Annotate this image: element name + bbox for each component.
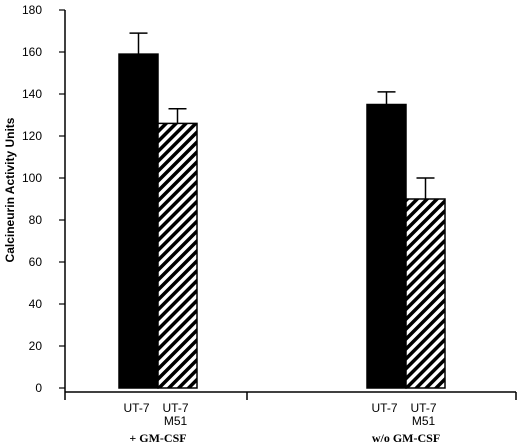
bar	[157, 122, 198, 389]
y-tick-label: 20	[29, 339, 43, 353]
bar	[366, 103, 407, 389]
bar-category-label: M51	[412, 414, 436, 428]
bar-category-label: M51	[164, 414, 188, 428]
bar-category-label: UT-7	[410, 401, 436, 415]
y-tick-label: 120	[22, 129, 42, 143]
bar-category-label: UT-7	[123, 401, 149, 415]
y-tick-label: 180	[22, 3, 42, 17]
y-tick-label: 160	[22, 45, 42, 59]
group-label: + GM-CSF	[129, 431, 186, 445]
y-tick-label: 40	[29, 297, 43, 311]
bar	[118, 53, 159, 389]
y-tick-label: 80	[29, 213, 43, 227]
group-label: w/o GM-CSF	[372, 431, 440, 445]
bar-category-label: UT-7	[371, 401, 397, 415]
y-tick-label: 60	[29, 255, 43, 269]
y-axis-ticks: 0 20 40 60 80 100 120 140 160 180	[22, 3, 65, 395]
y-axis-label: Calcineurin Activity Units	[3, 117, 17, 262]
bars-layer	[118, 32, 446, 389]
y-tick-label: 0	[35, 381, 42, 395]
bar	[405, 198, 446, 389]
y-tick-label: 100	[22, 171, 42, 185]
y-tick-label: 140	[22, 87, 42, 101]
x-axis-ticks	[64, 392, 517, 400]
bar-category-label: UT-7	[162, 401, 188, 415]
